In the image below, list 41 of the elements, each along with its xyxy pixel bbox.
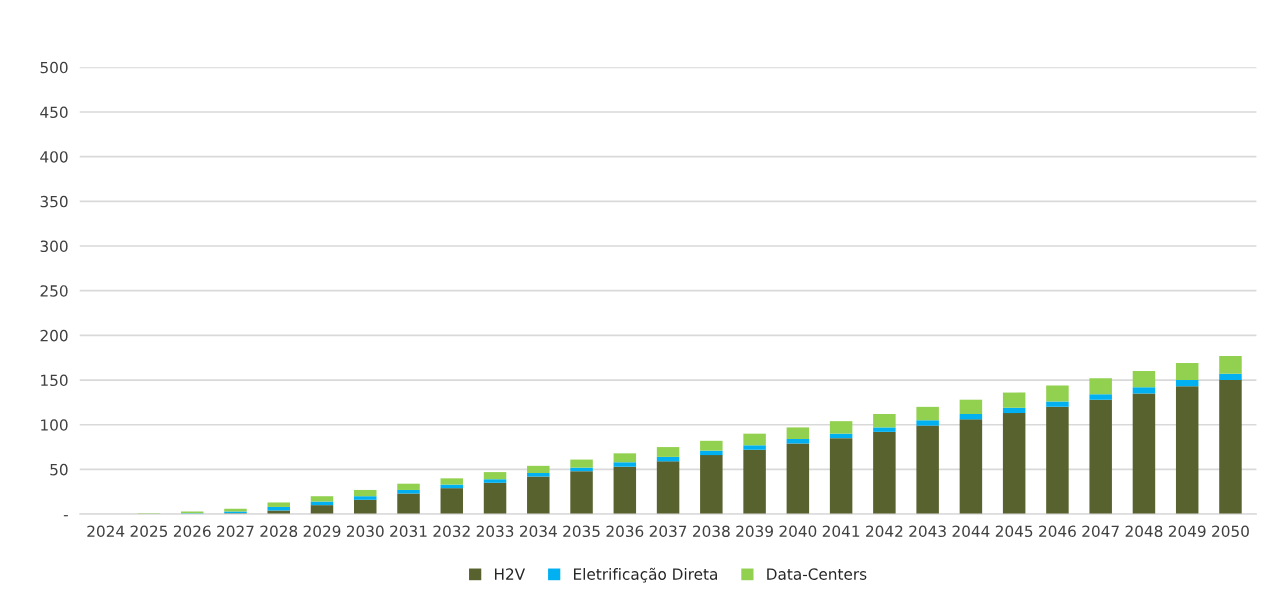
x-tick-label: 2040 [779,525,817,538]
x-tick-label: 2039 [736,525,773,538]
legend-label: Data-Centers [767,568,867,580]
x-tick-label: 2027 [217,525,254,538]
x-tick-label: 2029 [303,525,341,538]
y-tick-label: 100 [41,419,68,431]
y-tick-label: 250 [40,285,68,297]
x-tick-label: 2047 [1082,525,1119,538]
x-tick-label: 2050 [1212,525,1249,538]
y-tick-label: 150 [41,374,68,387]
y-tick-label: 300 [40,240,68,253]
x-tick-label: 2049 [1168,525,1206,538]
x-tick-label: 2026 [173,525,211,538]
x-tick-label: 2048 [1125,525,1163,538]
x-tick-label: 2030 [346,525,384,538]
x-tick-label: 2044 [952,525,990,538]
x-tick-label: 2024 [87,525,125,538]
x-tick-label: 2036 [606,525,644,538]
x-tick-label: 2035 [563,525,600,538]
x-tick-label: 2025 [130,525,168,538]
y-tick-label: 500 [40,61,68,74]
x-tick-label: 2038 [693,525,730,538]
x-tick-label: 2028 [260,525,298,538]
y-tick-label: 400 [40,151,68,163]
legend-label: H2V [494,568,526,580]
x-tick-label: 2045 [995,525,1033,538]
x-tick-label: 2034 [519,525,557,538]
x-tick-label: 2046 [1039,525,1076,538]
legend-label: Eletrificação Direta [574,567,717,583]
x-tick-label: 2033 [476,525,514,538]
x-tick-label: 2037 [649,525,687,538]
y-tick-label: 350 [40,195,68,208]
x-tick-label: 2031 [390,525,427,538]
y-tick-label: - [63,515,68,517]
x-tick-label: 2041 [822,525,860,538]
y-tick-label: 50 [50,463,68,476]
x-tick-label: 2042 [866,525,903,538]
y-tick-label: 450 [40,106,68,119]
y-tick-label: 200 [40,329,68,342]
x-tick-label: 2043 [909,525,946,538]
x-tick-label: 2032 [433,525,470,538]
